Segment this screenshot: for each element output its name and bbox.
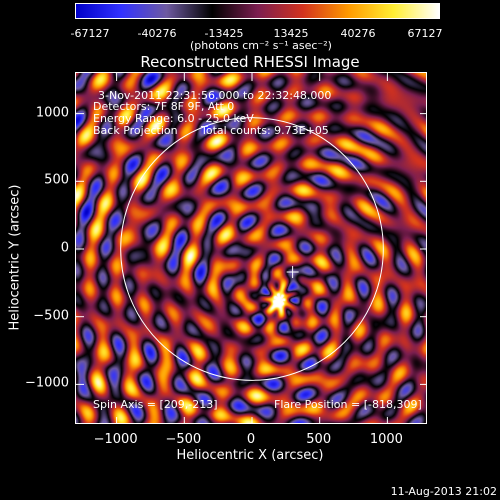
colorbar-tick-label: 67127: [407, 27, 443, 40]
annotation-total-counts: Total counts: 9.73E+05: [201, 124, 329, 137]
solar-limb-circle: [120, 117, 384, 381]
colorbar-tick-label: -40276: [137, 27, 177, 40]
y-axis-tick-label: 500: [44, 172, 69, 188]
colorbar-tick-label: 13425: [273, 27, 309, 40]
annotation-time-range: 3-Nov-2011 22:31:56.000 to 22:32:48.000: [98, 89, 332, 102]
y-axis-tick-label: 1000: [35, 105, 69, 121]
annotation-energy-range: Energy Range: 6.0 - 25.0 keV: [93, 112, 254, 125]
x-axis-label: Heliocentric X (arcsec): [176, 448, 324, 463]
y-axis-tick-label: −1000: [25, 375, 69, 391]
timestamp: 11-Aug-2013 21:02: [390, 485, 497, 498]
plot-area: 3-Nov-2011 22:31:56.000 to 22:32:48.000 …: [75, 72, 427, 424]
x-axis-tick-label: 0: [246, 432, 256, 447]
annotation-flare-position: Flare Position = [-818,309]: [274, 398, 422, 411]
y-axis-tick-label: −500: [33, 308, 69, 324]
x-axis-tick-label: 1000: [369, 432, 403, 447]
chart-title: Reconstructed RHESSI Image: [140, 53, 360, 71]
x-axis-tick-label: −1000: [93, 432, 138, 447]
colorbar-unit-label: (photons cm⁻² s⁻¹ asec⁻²): [190, 39, 332, 52]
x-axis-tick-label: −500: [165, 432, 202, 447]
colorbar: [75, 3, 440, 19]
annotation-detectors: Detectors: 7F 8F 9F, Att 0: [93, 100, 235, 113]
annotation-method: Back Projection: [93, 124, 178, 137]
heatmap-image: [76, 73, 426, 423]
plot-overlay: [76, 73, 426, 423]
colorbar-tick-label: 40276: [340, 27, 376, 40]
colorbar-tick-label: -67127: [70, 27, 110, 40]
annotation-spin-axis: Spin Axis = [209,-213]: [93, 398, 218, 411]
x-axis-tick-label: 500: [306, 432, 332, 447]
colorbar-tick-label: -13425: [204, 27, 244, 40]
y-axis-label: Heliocentric Y (arcsec): [7, 184, 23, 331]
y-axis-tick-label: 0: [60, 240, 69, 256]
